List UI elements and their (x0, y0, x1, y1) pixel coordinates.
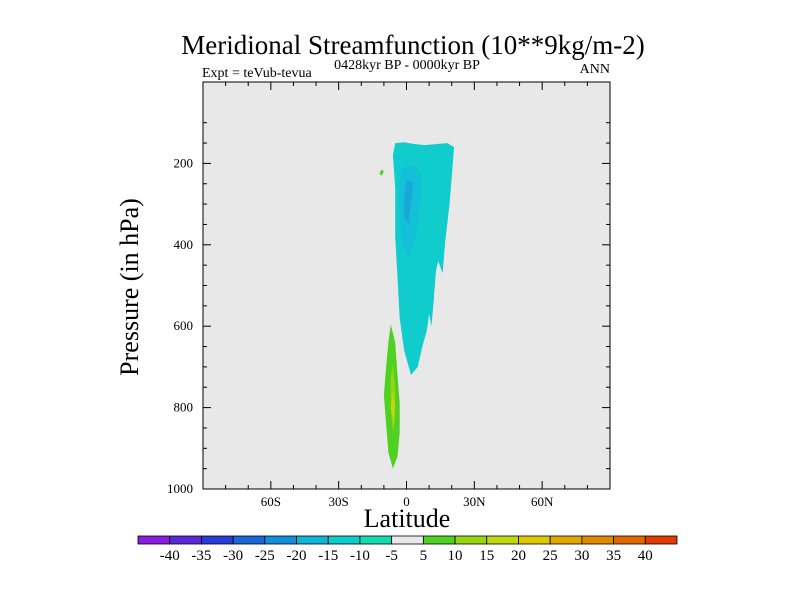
left-string: Expt = teVub-tevua (202, 66, 312, 81)
colorbar-label: 20 (511, 548, 526, 564)
colorbar-label: -35 (191, 548, 211, 564)
y-tick-label: 600 (174, 318, 194, 333)
colorbar-swatch (613, 535, 646, 545)
colorbar-swatch (327, 535, 361, 545)
chart-title: Meridional Streamfunction (10**9kg/m-2) (181, 30, 644, 60)
colorbar-label: 30 (574, 548, 589, 564)
colorbar-label: -15 (318, 548, 338, 564)
colorbar-label: -5 (385, 548, 398, 564)
colorbar-label: -40 (160, 548, 180, 564)
colorbar-swatch (232, 535, 266, 545)
colorbar-swatch (549, 535, 583, 545)
colorbar-swatch (486, 535, 519, 545)
axis-ticks: 60S 30S 0 30N 60N 200 400 600 800 1000 (167, 82, 611, 509)
colorbar-swatch (169, 535, 202, 545)
colorbar-label: 40 (638, 548, 653, 564)
colorbar-label: -30 (223, 548, 243, 564)
y-tick-label: 400 (174, 237, 194, 252)
colorbar-label: -20 (287, 548, 307, 564)
colorbar-label: -10 (350, 548, 370, 564)
y-axis-label: Pressure (in hPa) (115, 198, 144, 376)
x-tick-label: 60N (531, 494, 554, 509)
colorbar-swatch (137, 535, 171, 545)
colorbar-swatch (201, 535, 234, 545)
contour-region-2 (404, 179, 414, 225)
colorbar-label: 35 (606, 548, 621, 564)
colorbar-swatch (359, 535, 393, 545)
right-string: ANN (580, 62, 610, 77)
colorbar-swatch (454, 535, 488, 545)
colorbar-swatch (264, 535, 297, 545)
colorbar-swatch (644, 535, 678, 545)
colorbar-label: 15 (479, 548, 494, 564)
colorbar-swatch (422, 535, 456, 545)
colorbar-swatch (391, 535, 424, 545)
x-axis-label: Latitude (364, 504, 451, 533)
y-tick-label: 1000 (167, 481, 193, 496)
colorbar-label: 10 (448, 548, 463, 564)
y-tick-label: 200 (174, 155, 194, 170)
center-string: 0428kyr BP - 0000kyr BP (334, 58, 480, 73)
colorbar-swatch (518, 535, 551, 545)
colorbar-label: 25 (543, 548, 558, 564)
contour-region-3 (379, 169, 384, 176)
colorbar-label: 5 (420, 548, 428, 564)
colorbar-label: -25 (255, 548, 275, 564)
colorbar-swatch (581, 535, 614, 545)
contour-region-6 (390, 391, 396, 420)
x-tick-label: 0 (403, 494, 410, 509)
colorbar: -40 -35 -30 -25 -20 -15 -10 -5 5 10 15 20 25 30 35 40 (137, 535, 678, 564)
y-tick-label: 800 (174, 400, 194, 415)
x-tick-label: 30N (463, 494, 486, 509)
x-tick-label: 60S (261, 494, 281, 509)
x-tick-label: 30S (329, 494, 349, 509)
contour-layer (379, 142, 454, 469)
colorbar-swatch (296, 535, 329, 545)
